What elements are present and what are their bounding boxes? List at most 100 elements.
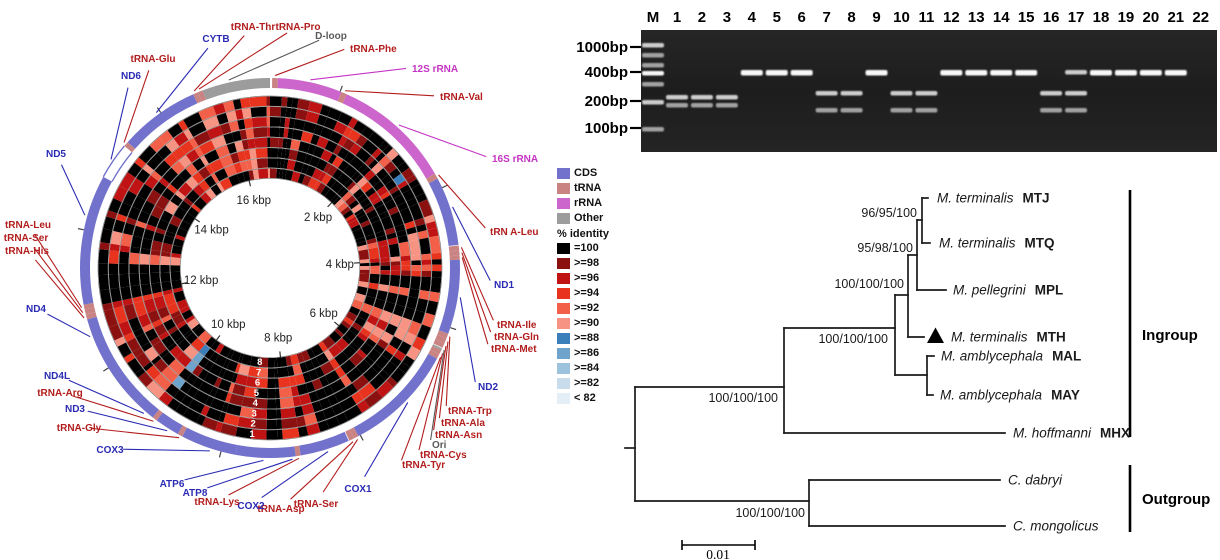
gene-label-tRNA-Glu: tRNA-Glu	[131, 54, 176, 65]
identity-ring-segment	[316, 158, 328, 171]
identity-ring-segment	[368, 247, 380, 260]
identity-ring-segment	[135, 368, 146, 378]
identity-ring-segment	[120, 233, 133, 247]
gene-arc-tRNA-Arg	[152, 409, 163, 421]
identity-ring-segment	[342, 138, 355, 152]
gene-leader-line	[452, 206, 491, 281]
identity-ring-segment	[226, 142, 237, 154]
identity-ring-segment	[226, 403, 242, 416]
identity-ring-segment	[362, 366, 379, 382]
identity-ring-segment	[337, 186, 347, 196]
identity-ring-segment	[320, 361, 335, 375]
identity-ring-segment	[376, 168, 389, 181]
identity-ring-segment	[250, 106, 267, 118]
identity-ring-segment	[338, 160, 349, 172]
gene-leader-line	[155, 47, 209, 113]
taxon-label-MAL: M. amblycephala MAL	[941, 349, 1081, 364]
identity-ring-segment	[186, 149, 200, 163]
identity-ring-segment	[181, 309, 194, 321]
identity-ring-segment	[241, 354, 252, 366]
identity-ring-segment	[402, 355, 415, 368]
identity-ring-segment	[251, 117, 268, 128]
identity-ring-segment	[381, 174, 393, 186]
gene-leader-line	[433, 346, 447, 431]
identity-ring-segment	[349, 156, 365, 171]
identity-ring-segment	[352, 228, 365, 240]
gel-ladder-band	[642, 127, 664, 132]
identity-ring-segment	[314, 366, 325, 378]
legend-feature-swatch	[557, 213, 570, 224]
identity-ring-segment	[219, 122, 232, 135]
identity-ring-segment	[330, 180, 344, 194]
identity-ring-segment	[251, 429, 267, 440]
identity-ring-segment	[371, 219, 385, 234]
identity-ring-segment	[350, 171, 361, 181]
identity-ring-segment	[167, 123, 184, 138]
identity-ring-segment	[412, 309, 425, 325]
identity-ring-segment	[317, 420, 330, 432]
identity-ring-segment	[219, 345, 232, 358]
identity-ring-segment	[279, 397, 295, 409]
identity-ring-segment	[425, 221, 437, 230]
identity-ring-segment	[337, 147, 350, 160]
identity-ring-segment	[147, 214, 160, 228]
identity-ring-segment	[319, 397, 332, 410]
identity-ring-segment	[376, 185, 389, 197]
identity-ring-segment	[140, 283, 152, 296]
identity-ring-segment	[206, 407, 222, 421]
identity-ring-segment	[161, 335, 175, 349]
identity-ring-segment	[323, 117, 338, 131]
identity-ring-segment	[187, 206, 199, 218]
identity-ring-segment	[163, 318, 176, 331]
identity-ring-segment	[319, 104, 331, 117]
identity-ring-segment	[100, 228, 113, 244]
identity-ring-segment	[361, 126, 374, 139]
gene-label-tRNA-Met: tRNA-Met	[491, 344, 537, 355]
identity-ring-segment	[353, 174, 364, 184]
identity-ring-segment	[163, 293, 176, 306]
identity-ring-segment	[320, 185, 331, 197]
gene-arc-ND4	[87, 316, 144, 404]
identity-ring-segment	[360, 219, 371, 228]
legend-identity-class-swatch	[557, 318, 570, 329]
identity-ring-segment	[371, 197, 382, 206]
gene-arc-12S rRNA	[277, 78, 342, 102]
gel-band-lane-21	[1164, 70, 1187, 76]
identity-ring-segment	[243, 118, 253, 129]
identity-ring-segment	[393, 304, 406, 317]
gel-band-lane-16	[1040, 108, 1063, 113]
gel-band-lane-6	[790, 70, 813, 76]
identity-ring-segment	[186, 373, 198, 386]
gel-band-lane-5	[765, 70, 788, 76]
identity-ring-segment	[230, 152, 240, 164]
gel-lane-label: 12	[943, 9, 960, 26]
legend-identity-class: >=96	[557, 271, 627, 286]
identity-ring-segment	[424, 214, 436, 224]
identity-ring-segment	[215, 145, 230, 159]
identity-ring-segment	[173, 131, 189, 147]
taxon-label-MAY: M. amblycephala MAY	[940, 388, 1080, 403]
identity-ring-segment	[288, 118, 296, 129]
gene-arc-16S rRNA	[342, 94, 435, 179]
identity-ring-segment	[139, 273, 151, 285]
identity-ring-segment	[233, 162, 243, 174]
identity-ring-segment	[170, 257, 181, 266]
identity-ring-segment	[393, 349, 406, 362]
ring-number: 6	[255, 378, 260, 389]
identity-ring-segment	[166, 223, 179, 235]
identity-ring-segment	[188, 121, 207, 137]
taxon-label-MTJ: M. terminalis MTJ	[937, 191, 1050, 206]
gene-label-tRNA-Trp: tRNA-Trp	[448, 406, 492, 417]
ring-number: 4	[253, 398, 259, 409]
identity-ring-segment	[364, 169, 376, 182]
gene-arc-tRNA-Tyr	[428, 349, 440, 359]
gel-lane-label: 15	[1018, 9, 1035, 26]
identity-ring-segment	[278, 387, 293, 398]
gene-arc-tRNA-Asp	[345, 429, 354, 441]
legend-identity-class: >=90	[557, 316, 627, 331]
identity-ring-segment	[253, 408, 268, 419]
identity-ring-segment	[323, 162, 332, 173]
identity-ring-segment	[348, 305, 361, 316]
gene-arc-ND6	[103, 145, 133, 182]
identity-ring-segment	[370, 306, 383, 319]
